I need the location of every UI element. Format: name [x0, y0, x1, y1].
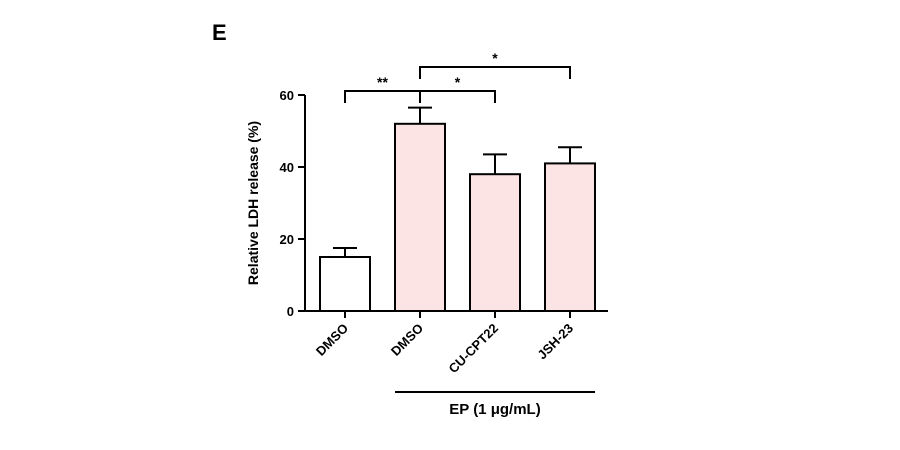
bars-group: [319, 122, 596, 312]
significance-bracket: [419, 90, 496, 103]
x-tick-label: DMSO: [388, 321, 426, 359]
significance-brackets: ** **: [344, 50, 571, 103]
x-tick-label: CU-CPT22: [446, 321, 502, 377]
significance-bracket: [419, 66, 571, 79]
y-tick-label: 0: [287, 304, 294, 319]
bar: [394, 122, 446, 312]
significance-label: **: [377, 74, 388, 90]
bar: [544, 162, 596, 312]
significance-label: *: [492, 50, 498, 66]
group-label: EP (1 μg/mL): [449, 401, 540, 418]
y-tick-label: 60: [280, 88, 294, 103]
panel-label: E: [212, 20, 227, 45]
y-axis-ticks: 0 20 40 60: [280, 88, 306, 319]
x-tick-label: DMSO: [313, 321, 351, 359]
significance-bracket: [344, 90, 421, 103]
x-axis: DMSO DMSO CU-CPT22 JSH-23: [305, 310, 608, 377]
x-tick-label: JSH-23: [534, 321, 576, 363]
significance-label: *: [455, 74, 461, 90]
bar: [469, 173, 521, 312]
y-tick-label: 40: [280, 160, 294, 175]
y-tick-label: 20: [280, 232, 294, 247]
bar: [319, 256, 371, 312]
error-bars-group: [333, 106, 582, 257]
y-axis-title: Relative LDH release (%): [245, 121, 261, 285]
